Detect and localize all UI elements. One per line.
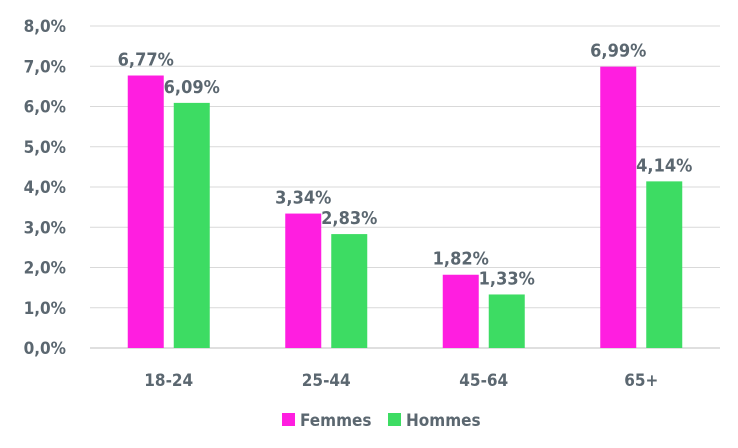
y-tick-label: 4,0% xyxy=(24,178,66,198)
bar-femmes-45-64 xyxy=(442,274,479,348)
legend-swatch-femmes xyxy=(282,413,295,426)
x-category-label: 45-64 xyxy=(459,371,508,391)
legend-label: Femmes xyxy=(300,411,372,431)
x-axis-categories: 18-24 25-44 45-64 65+ xyxy=(144,371,658,391)
y-tick-label: 8,0% xyxy=(24,17,66,37)
y-tick-label: 0,0% xyxy=(24,339,66,359)
bar-femmes-18-24 xyxy=(127,75,164,348)
y-axis-ticks: 0,0% 1,0% 2,0% 3,0% 4,0% 5,0% 6,0% 7,0% 8,0% xyxy=(24,17,66,359)
y-tick-label: 7,0% xyxy=(24,57,66,77)
bar-femmes-65+ xyxy=(600,66,637,348)
data-label: 1,33% xyxy=(479,268,535,289)
bar-hommes-25-44 xyxy=(331,234,368,348)
y-tick-label: 5,0% xyxy=(24,138,66,158)
bar-hommes-45-64 xyxy=(488,294,525,348)
data-label: 6,77% xyxy=(118,50,174,71)
data-label: 6,09% xyxy=(164,77,220,98)
legend-label: Hommes xyxy=(406,411,481,431)
y-tick-label: 3,0% xyxy=(24,218,66,238)
y-tick-label: 2,0% xyxy=(24,259,66,279)
data-label: 1,82% xyxy=(433,249,489,270)
x-category-label: 18-24 xyxy=(144,371,193,391)
bars xyxy=(127,66,683,348)
data-label: 3,34% xyxy=(275,188,331,209)
y-tick-label: 6,0% xyxy=(24,98,66,118)
data-label: 4,14% xyxy=(636,155,692,176)
bar-hommes-65+ xyxy=(646,181,683,348)
bar-femmes-25-44 xyxy=(285,213,322,348)
bar-hommes-18-24 xyxy=(173,102,210,348)
data-label: 2,83% xyxy=(321,208,377,229)
data-label: 6,99% xyxy=(590,41,646,62)
data-labels: 6,77% 6,09% 3,34%2,83% 1,82%1,33% 6,99% 4,14% xyxy=(118,41,693,290)
legend: Femmes Hommes xyxy=(282,411,481,431)
x-category-label: 65+ xyxy=(624,371,658,391)
legend-swatch-hommes xyxy=(388,413,401,426)
x-category-label: 25-44 xyxy=(302,371,351,391)
y-tick-label: 1,0% xyxy=(24,299,66,319)
